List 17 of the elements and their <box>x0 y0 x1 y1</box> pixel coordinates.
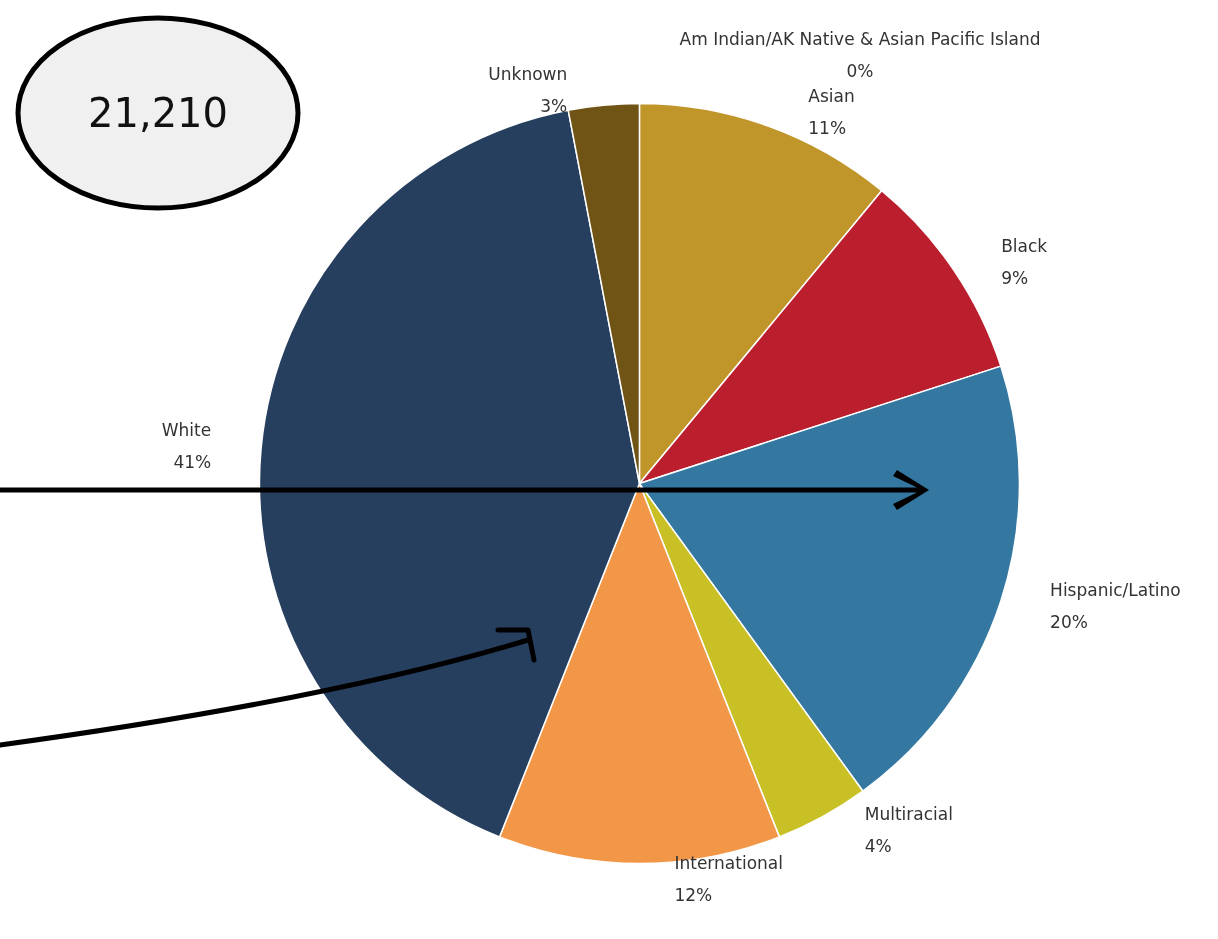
text: 0% <box>846 61 874 81</box>
category-label: Am Indian/AK Native & Asian Pacific Island <box>679 29 1041 49</box>
text: 21,210 <box>88 90 228 136</box>
slice-label: White <box>161 420 212 441</box>
slice-label: International <box>674 852 783 873</box>
data-label: 4% <box>864 835 892 856</box>
slice-label: Unknown <box>488 64 568 85</box>
slice-label: Black <box>1001 235 1048 256</box>
slice-label: Hispanic/Latino <box>1050 579 1181 600</box>
data-label: 12% <box>674 884 713 905</box>
data-label: 11% <box>808 117 847 138</box>
data-label: 41% <box>173 452 212 473</box>
slice-label: Multiracial <box>864 803 953 824</box>
data-label: 20% <box>1050 611 1088 632</box>
slice-label: Asian <box>808 85 855 106</box>
data-label: 3% <box>540 96 568 117</box>
data-label: 9% <box>1001 267 1029 288</box>
